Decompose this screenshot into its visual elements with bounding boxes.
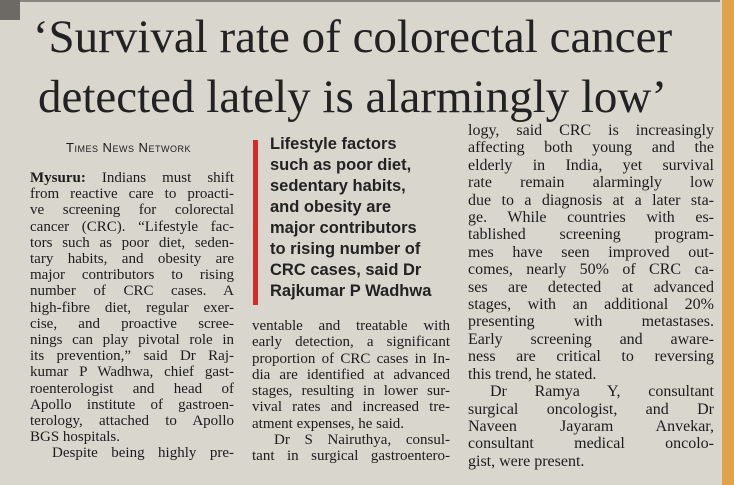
text-line: Mysuru: Indians must shift <box>30 170 234 186</box>
text-line: affecting both young and the <box>468 139 714 157</box>
quote-line: Rajkumar P Wadhwa <box>270 282 432 300</box>
text-line: mes have seen improved out- <box>468 243 714 261</box>
text-line: cancer (CRC). “Lifestyle fac- <box>30 218 234 235</box>
text-line: cise, and proactive scree- <box>30 315 234 332</box>
text-line: dia are identified at advanced <box>252 366 450 383</box>
text-line: major contributors to rising <box>30 267 234 284</box>
text-line: Naveen Jayaram Anvekar, <box>468 417 714 435</box>
headline: detected lately is alarmingly low’ <box>37 71 668 123</box>
text-line: tary habits, and obesity are <box>30 251 234 268</box>
text-line: tors such as poor diet, seden- <box>30 234 234 251</box>
text-line: elderly in India, yet survival <box>468 156 714 174</box>
text-line: terology, attached to Apollo <box>30 413 234 430</box>
quote-line: Lifestyle factors <box>270 135 397 153</box>
text-line: gist, were present. <box>468 452 585 470</box>
page-edge <box>722 0 734 485</box>
text-line: Early screening and aware- <box>468 330 714 348</box>
text-line: ge. While countries with es- <box>468 209 714 227</box>
text-line: Dr Ramya Y, consultant <box>490 383 714 401</box>
text-line: proportion of CRC cases in In- <box>252 350 450 367</box>
quote-bar <box>253 140 258 305</box>
text-line: Indians must shift <box>101 170 235 186</box>
headline: ‘Survival rate of colorectal cancer <box>32 11 673 63</box>
text-line: ness are critical to reversing <box>468 348 714 366</box>
text-line: presenting with metastases. <box>468 313 714 331</box>
text-line: nings can play pivotal role in <box>30 332 234 349</box>
pull-quote: Lifestyle factors such as poor diet, seden… <box>270 134 442 302</box>
quote-line: major contributors <box>270 219 417 237</box>
text-line: stages, resulting in lower sur- <box>252 383 450 400</box>
text-line: number of CRC cases. A <box>30 283 234 300</box>
text-line: its prevention,” said Dr Raj- <box>30 348 234 365</box>
text-line: logy, said CRC is increasingly <box>468 122 714 139</box>
text-line: due to a diagnosis at a later sta- <box>468 191 714 209</box>
shadow-corner <box>0 0 20 20</box>
quote-line: to rising number of <box>270 240 421 258</box>
quote-line: and obesity are <box>270 198 392 216</box>
text-line: tant in surgical gastroentero- <box>252 448 450 465</box>
column: ventable and treatable with early detecti… <box>252 318 450 465</box>
lead-word: Mysuru: <box>30 170 86 186</box>
text-line: BGS hospitals. <box>30 429 121 446</box>
text-line: comes, nearly 50% of CRC ca- <box>468 261 714 279</box>
text-line: ve screening for colorectal <box>30 202 234 219</box>
text-line: rate remain alarmingly low <box>468 174 714 192</box>
byline: Times News Network <box>66 140 191 155</box>
text-line: stages, with an additional 20% <box>468 296 714 314</box>
text-line: Apollo institute of gastroen- <box>30 396 234 413</box>
text-line: ventable and treatable with <box>252 318 450 334</box>
text-line: Dr S Nairuthya, consul- <box>274 432 450 449</box>
text-line: ses are detected at advanced <box>468 278 714 296</box>
text-line: consultant medical oncolo- <box>468 435 714 453</box>
column: Mysuru: Indians must shift from reactive … <box>30 170 234 462</box>
quote-line: CRC cases, said Dr <box>270 261 422 279</box>
text-line: high-fibre diet, regular exer- <box>30 299 234 316</box>
text-line: this trend, he stated. <box>468 365 597 383</box>
text-line: Despite being highly pre- <box>52 445 234 462</box>
text-line: kumar P Wadhwa, chief gast- <box>30 364 234 381</box>
text-line: tablished screening program- <box>468 226 714 244</box>
top-rule <box>20 0 720 2</box>
text-line: surgical oncologist, and Dr <box>468 400 714 418</box>
text-line: early detection, a significant <box>252 334 450 351</box>
quote-line: sedentary habits, <box>270 177 406 195</box>
text-line: vival rates and increased tre- <box>252 399 450 416</box>
text-line: atment expenses, he said. <box>252 415 405 432</box>
quote-line: such as poor diet, <box>270 156 412 174</box>
text-line: roenterologist and head of <box>30 380 234 397</box>
column: logy, said CRC is increasingly affecting … <box>468 122 714 470</box>
text-line: from reactive care to proacti- <box>30 186 234 203</box>
